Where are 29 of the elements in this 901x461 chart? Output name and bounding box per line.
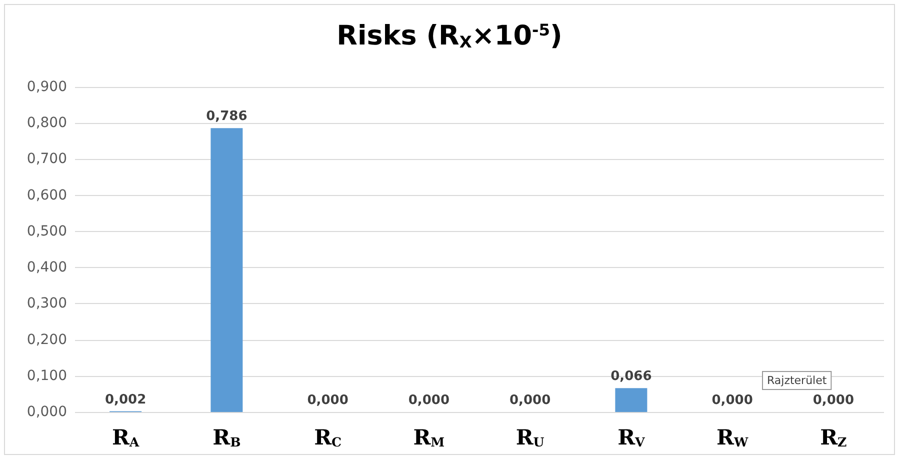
y-tick-label: 0,500 — [26, 223, 67, 240]
x-tick-label: RA — [112, 424, 140, 450]
y-tick-label: 0,000 — [26, 404, 67, 420]
y-tick-label: 0,800 — [26, 115, 67, 132]
x-tick-label: RM — [413, 424, 445, 450]
data-label: 0,000 — [510, 393, 551, 408]
data-label: 0,000 — [408, 393, 450, 408]
x-tick-label: RZ — [820, 424, 847, 450]
bar — [615, 388, 648, 412]
bar — [210, 128, 243, 412]
x-tick-label: RW — [716, 424, 749, 450]
data-label: 0,000 — [812, 393, 854, 408]
y-tick-label: 0,200 — [26, 332, 67, 348]
annotation: Rajzterület — [767, 374, 828, 387]
data-label: 0,002 — [105, 392, 146, 408]
y-tick-label: 0,700 — [26, 151, 67, 168]
x-tick-label: RB — [212, 424, 241, 450]
y-tick-label: 0,600 — [26, 187, 67, 204]
data-label: 0,066 — [610, 369, 652, 384]
x-tick-label: RC — [314, 424, 342, 450]
data-label: 0,786 — [206, 109, 248, 124]
y-tick-label: 0,900 — [26, 79, 67, 95]
x-tick-label: RU — [516, 424, 544, 450]
x-tick-label: RV — [618, 424, 646, 450]
y-tick-label: 0,100 — [26, 368, 67, 384]
data-label: 0,000 — [712, 393, 753, 408]
data-label: 0,000 — [307, 393, 348, 408]
y-tick-label: 0,300 — [26, 296, 67, 312]
y-tick-label: 0,400 — [26, 260, 67, 276]
